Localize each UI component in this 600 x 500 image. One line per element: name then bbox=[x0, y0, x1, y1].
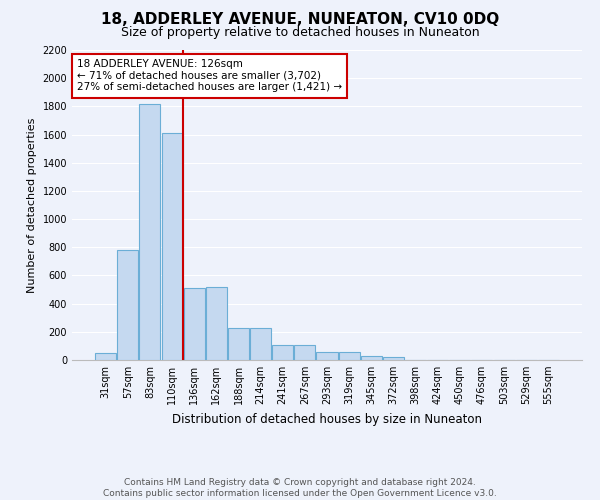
Bar bbox=[206, 286, 227, 360]
X-axis label: Distribution of detached houses by size in Nuneaton: Distribution of detached houses by size … bbox=[172, 412, 482, 426]
Bar bbox=[95, 353, 116, 360]
Bar bbox=[161, 133, 182, 360]
Bar bbox=[295, 345, 316, 360]
Bar bbox=[383, 357, 404, 360]
Bar bbox=[272, 345, 293, 360]
Bar bbox=[338, 352, 359, 360]
Bar bbox=[361, 356, 382, 360]
Y-axis label: Number of detached properties: Number of detached properties bbox=[27, 118, 37, 292]
Bar bbox=[250, 328, 271, 360]
Text: Contains HM Land Registry data © Crown copyright and database right 2024.
Contai: Contains HM Land Registry data © Crown c… bbox=[103, 478, 497, 498]
Bar bbox=[316, 352, 338, 360]
Bar bbox=[228, 328, 249, 360]
Bar bbox=[184, 288, 205, 360]
Text: Size of property relative to detached houses in Nuneaton: Size of property relative to detached ho… bbox=[121, 26, 479, 39]
Bar bbox=[139, 104, 160, 360]
Bar bbox=[118, 250, 139, 360]
Text: 18, ADDERLEY AVENUE, NUNEATON, CV10 0DQ: 18, ADDERLEY AVENUE, NUNEATON, CV10 0DQ bbox=[101, 12, 499, 28]
Text: 18 ADDERLEY AVENUE: 126sqm
← 71% of detached houses are smaller (3,702)
27% of s: 18 ADDERLEY AVENUE: 126sqm ← 71% of deta… bbox=[77, 60, 342, 92]
